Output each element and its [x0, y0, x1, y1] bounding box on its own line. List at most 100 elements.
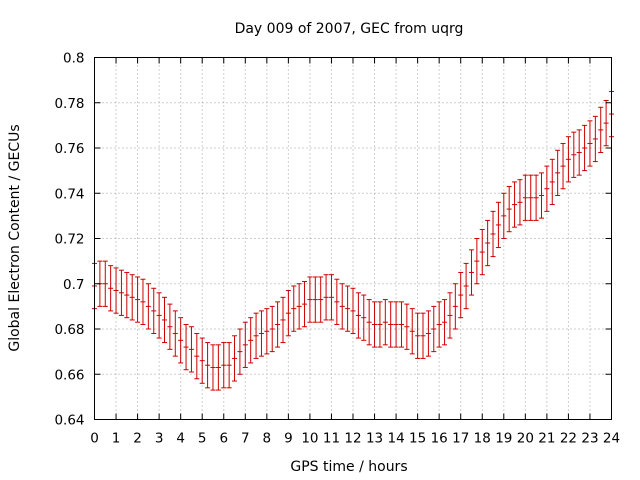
- data-point: [167, 303, 173, 350]
- data-point: [603, 99, 609, 147]
- data-point: [124, 271, 130, 319]
- data-point: [258, 310, 264, 357]
- data-point: [474, 238, 480, 285]
- x-tick-label: 24: [603, 431, 620, 447]
- data-point: [215, 344, 221, 391]
- data-point: [275, 301, 281, 348]
- data-point: [253, 312, 259, 359]
- x-tick-label: 16: [431, 431, 448, 447]
- data-point: [285, 290, 291, 337]
- x-tick-label: 15: [409, 431, 426, 447]
- data-point: [393, 301, 399, 348]
- x-tick-label: 11: [323, 431, 340, 447]
- x-tick-label: 18: [474, 431, 491, 447]
- x-tick-label: 22: [560, 431, 577, 447]
- chart-title: Day 009 of 2007, GEC from uqrg: [235, 21, 464, 37]
- data-point: [512, 181, 518, 228]
- y-tick-label: 0.76: [54, 141, 84, 157]
- data-point: [162, 296, 168, 344]
- y-tick-label: 0.7: [63, 277, 84, 293]
- data-point: [280, 296, 286, 344]
- data-point: [582, 124, 588, 172]
- y-tick-label: 0.68: [54, 322, 84, 338]
- x-tick-label: 9: [284, 431, 293, 447]
- data-point: [183, 323, 189, 371]
- x-tick-label: 10: [301, 431, 318, 447]
- data-point: [431, 305, 437, 353]
- y-axis-label: Global Electron Content / GECUs: [7, 124, 23, 351]
- data-point: [156, 292, 162, 339]
- data-point: [194, 333, 200, 380]
- data-point: [350, 287, 356, 335]
- data-point: [533, 174, 539, 221]
- data-point: [447, 292, 453, 339]
- data-point: [188, 326, 194, 373]
- data-point: [102, 260, 108, 307]
- x-tick-label: 23: [581, 431, 598, 447]
- data-point: [366, 299, 372, 346]
- data-point: [388, 301, 394, 348]
- data-point: [571, 131, 577, 178]
- data-point: [296, 283, 302, 330]
- y-tick-label: 0.8: [63, 51, 84, 67]
- data-point: [528, 174, 534, 221]
- data-point: [312, 276, 318, 323]
- x-tick-label: 3: [155, 431, 164, 447]
- data-point: [587, 120, 593, 167]
- data-point: [291, 285, 297, 332]
- data-point: [151, 287, 157, 335]
- data-point: [377, 301, 383, 348]
- data-point: [334, 278, 340, 325]
- data-point: [339, 283, 345, 330]
- data-point: [199, 337, 205, 384]
- x-tick-label: 20: [517, 431, 534, 447]
- grid: [94, 57, 612, 420]
- data-point: [485, 219, 491, 267]
- data-point: [210, 344, 216, 391]
- data-point: [549, 158, 555, 206]
- data-point: [398, 301, 404, 348]
- x-tick-label: 19: [495, 431, 512, 447]
- data-point: [108, 265, 114, 312]
- data-point: [490, 210, 496, 258]
- data-point: [307, 276, 313, 323]
- data-point: [544, 165, 550, 212]
- x-tick-label: 13: [366, 431, 383, 447]
- x-tick-label: 7: [241, 431, 250, 447]
- data-point: [592, 115, 598, 163]
- data-point: [479, 228, 485, 276]
- error-bar-series: [92, 90, 614, 391]
- data-point: [576, 129, 582, 176]
- data-point: [129, 274, 135, 321]
- data-point: [404, 303, 410, 350]
- data-point: [145, 283, 151, 330]
- data-point: [318, 276, 324, 323]
- data-point: [242, 321, 248, 368]
- y-tick-label: 0.64: [54, 413, 84, 429]
- x-axis-label: GPS time / hours: [290, 459, 407, 475]
- data-point: [538, 172, 544, 219]
- data-point: [118, 269, 124, 316]
- axis-ticks: 0 1 2 3 4 5 6 7 8 9 10 11 12 13 14 15 16 17 18 19 20 21 22 23 24…: [54, 51, 620, 447]
- data-point: [248, 317, 254, 364]
- data-point: [420, 312, 426, 359]
- data-point: [135, 276, 141, 323]
- data-point: [506, 185, 512, 233]
- data-point: [415, 312, 421, 359]
- data-point: [226, 342, 232, 389]
- data-point: [442, 299, 448, 346]
- x-tick-label: 21: [538, 431, 555, 447]
- data-point: [495, 201, 501, 249]
- data-point: [382, 299, 388, 346]
- data-point: [517, 179, 523, 226]
- data-point: [178, 317, 184, 364]
- x-tick-label: 5: [198, 431, 207, 447]
- y-tick-label: 0.66: [54, 367, 84, 383]
- x-tick-label: 17: [452, 431, 469, 447]
- data-point: [555, 149, 561, 197]
- x-tick-label: 12: [344, 431, 361, 447]
- data-point: [436, 301, 442, 348]
- data-point: [522, 174, 528, 221]
- x-tick-label: 4: [176, 431, 185, 447]
